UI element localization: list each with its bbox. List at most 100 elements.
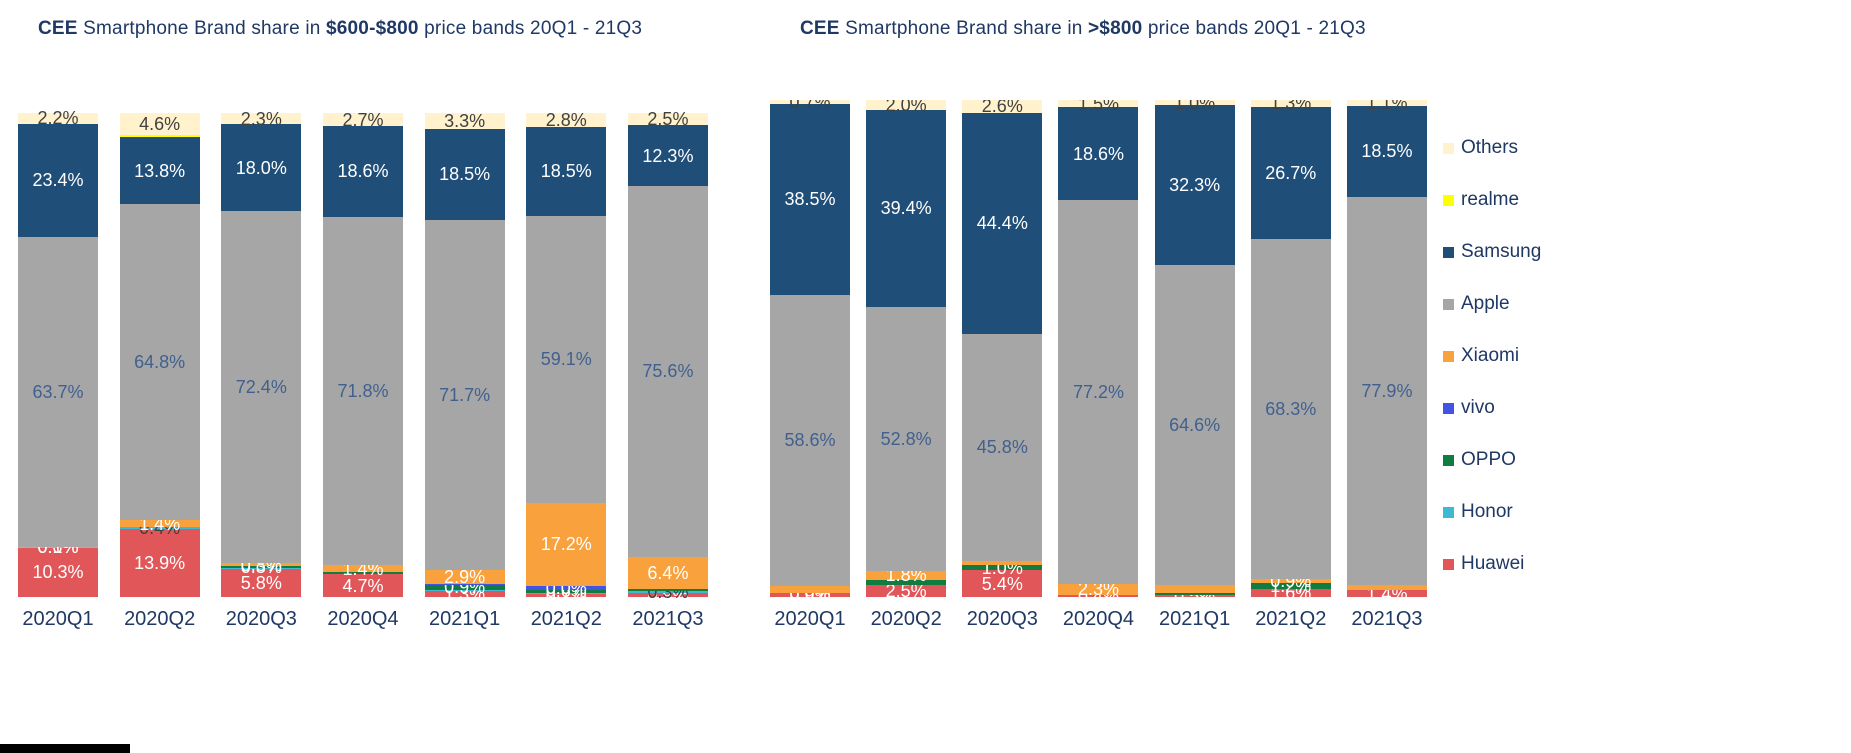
segment-apple[interactable]: 71.8% — [322, 216, 403, 566]
legend-swatch-samsung-icon — [1443, 246, 1454, 258]
segment-others[interactable]: 2.6% — [962, 100, 1043, 115]
segment-others[interactable]: 1.0% — [1154, 100, 1235, 112]
data-label-xiaomi: 17.2% — [540, 534, 592, 555]
segment-apple[interactable]: 68.3% — [1250, 239, 1331, 579]
title-price-band: $600-$800 — [326, 18, 419, 39]
segment-others[interactable]: 2.8% — [526, 111, 607, 129]
legend-label: Xiaomi — [1461, 345, 1520, 366]
segment-honor[interactable]: 0.3% — [627, 583, 708, 601]
legend-item-others[interactable]: Others — [1443, 122, 1541, 174]
segment-xiaomi[interactable]: 2.3% — [1058, 580, 1139, 598]
segment-honor[interactable] — [424, 589, 505, 591]
segment-samsung[interactable]: 23.4% — [18, 123, 98, 238]
segment-huawei[interactable]: 10.3% — [18, 547, 98, 597]
segment-apple[interactable]: 58.6% — [770, 294, 850, 587]
segment-apple[interactable]: 77.9% — [1346, 197, 1427, 585]
segment-others[interactable]: 2.3% — [221, 110, 302, 128]
legend-item-huawei[interactable]: Huawei — [1443, 538, 1541, 590]
segment-apple[interactable]: 63.7% — [18, 237, 98, 547]
segment-xiaomi[interactable]: 0.9% — [1250, 572, 1331, 590]
segment-oppo[interactable] — [1154, 593, 1235, 595]
legend-item-honor[interactable]: Honor — [1443, 486, 1541, 538]
segment-samsung[interactable]: 32.3% — [1154, 104, 1235, 266]
segment-huawei[interactable]: 5.4% — [962, 570, 1043, 597]
segment-xiaomi[interactable]: 0.8% — [221, 556, 302, 574]
segment-apple[interactable]: 77.2% — [1058, 199, 1139, 584]
segment-samsung[interactable]: 18.5% — [424, 129, 505, 220]
segment-others[interactable]: 2.2% — [18, 109, 98, 127]
segment-others[interactable]: 2.5% — [627, 110, 708, 128]
legend-item-samsung[interactable]: Samsung — [1443, 226, 1541, 278]
segment-xiaomi[interactable]: 1.4% — [119, 515, 200, 533]
segment-xiaomi[interactable] — [1346, 584, 1427, 591]
segment-others[interactable]: 1.3% — [1250, 100, 1331, 112]
legend-item-oppo[interactable]: OPPO — [1443, 434, 1541, 486]
segment-oppo[interactable] — [627, 588, 708, 592]
segment-others[interactable]: 1.1% — [1346, 100, 1427, 112]
title-brand: CEE — [38, 18, 78, 39]
segment-apple[interactable]: 59.1% — [526, 216, 607, 503]
legend-item-xiaomi[interactable]: Xiaomi — [1443, 330, 1541, 382]
segment-apple[interactable]: 75.6% — [627, 185, 708, 558]
segment-samsung[interactable]: 12.3% — [627, 125, 708, 186]
segment-samsung[interactable]: 13.8% — [119, 136, 200, 205]
segment-apple[interactable]: 64.6% — [1154, 265, 1235, 586]
segment-huawei[interactable]: 2.5% — [866, 582, 947, 600]
bar-column: 0.9% 0.0% 58.6% 38.5% 0.7% 2020Q1 — [770, 100, 850, 635]
data-label-samsung: 23.4% — [32, 170, 84, 191]
legend-item-apple[interactable]: Apple — [1443, 278, 1541, 330]
segment-others[interactable]: 4.6% — [119, 113, 200, 136]
segment-samsung[interactable]: 38.5% — [770, 103, 850, 295]
legend-item-vivo[interactable]: vivo — [1443, 382, 1541, 434]
segment-xiaomi[interactable]: 2.9% — [424, 568, 505, 586]
segment-samsung[interactable]: 44.4% — [962, 112, 1043, 334]
segment-oppo[interactable]: 1.0% — [962, 559, 1043, 577]
segment-samsung[interactable]: 18.0% — [221, 124, 302, 212]
segment-samsung[interactable]: 18.5% — [526, 126, 607, 217]
segment-huawei[interactable]: 4.7% — [322, 574, 403, 597]
data-label-samsung: 26.7% — [1265, 162, 1317, 183]
segment-others[interactable]: 2.7% — [322, 111, 403, 129]
data-label-others: 1.1% — [1366, 100, 1408, 113]
segment-huawei[interactable]: 1.4% — [1346, 585, 1427, 603]
segment-apple[interactable]: 71.7% — [424, 219, 505, 571]
data-label-apple: 75.6% — [642, 361, 694, 382]
legend-label: Others — [1461, 137, 1519, 158]
segment-xiaomi[interactable]: 6.4% — [627, 557, 708, 589]
legend-item-realme[interactable]: realme — [1443, 174, 1541, 226]
segment-samsung[interactable]: 39.4% — [866, 110, 947, 307]
segment-xiaomi[interactable] — [1154, 585, 1235, 594]
segment-samsung[interactable]: 26.7% — [1250, 106, 1331, 240]
segment-xiaomi[interactable] — [770, 586, 850, 593]
data-label-samsung: 18.6% — [337, 161, 389, 182]
segment-huawei[interactable]: 0.5% — [1154, 587, 1235, 605]
segment-others[interactable]: 1.5% — [1058, 100, 1139, 113]
segment-huawei[interactable]: 13.9% — [119, 529, 200, 597]
segment-vivo[interactable]: 0.0% — [526, 579, 607, 597]
segment-apple[interactable]: 52.8% — [866, 306, 947, 571]
segment-apple[interactable]: 64.8% — [119, 204, 200, 521]
segment-xiaomi[interactable] — [962, 561, 1043, 566]
segment-huawei[interactable]: 5.8% — [221, 568, 302, 597]
segment-samsung[interactable]: 18.5% — [1346, 105, 1427, 198]
segment-honor[interactable] — [221, 567, 302, 569]
segment-honor[interactable] — [526, 592, 607, 594]
segment-xiaomi[interactable]: 1.8% — [866, 566, 947, 584]
segment-apple[interactable]: 45.8% — [962, 333, 1043, 562]
segment-realme[interactable] — [119, 135, 200, 137]
segment-xiaomi[interactable]: 17.2% — [526, 502, 607, 586]
segment-xiaomi[interactable]: 1.4% — [322, 560, 403, 578]
segment-others[interactable]: 0.7% — [770, 100, 850, 111]
segment-others[interactable]: 2.0% — [866, 100, 947, 114]
segment-samsung[interactable]: 18.6% — [1058, 107, 1139, 200]
segment-others[interactable]: 3.3% — [424, 112, 505, 130]
bar-column: 2.5% 1.8% 52.8% 39.4% 2.0% 2020Q2 — [866, 100, 947, 635]
segment-samsung[interactable]: 18.6% — [322, 126, 403, 217]
segment-apple[interactable]: 72.4% — [221, 211, 302, 563]
segment-vivo[interactable] — [424, 584, 505, 586]
legend-swatch-xiaomi-icon — [1443, 350, 1454, 362]
segment-oppo[interactable] — [322, 572, 403, 575]
legend-swatch-vivo-icon — [1443, 402, 1454, 414]
segment-oppo[interactable] — [866, 579, 947, 585]
data-label-samsung: 18.6% — [1072, 143, 1124, 164]
